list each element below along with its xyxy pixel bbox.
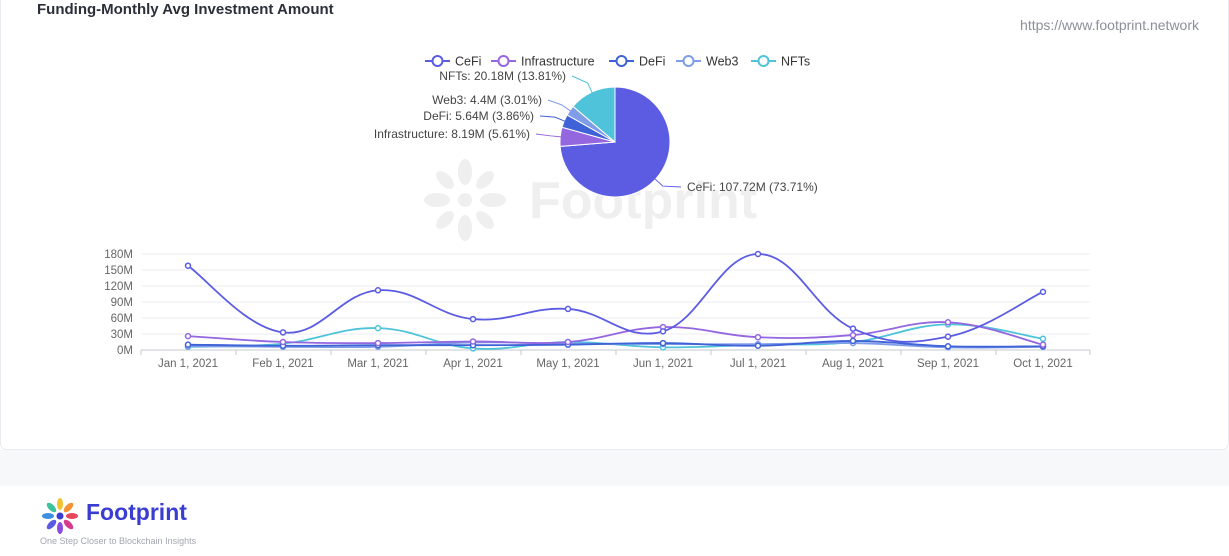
watermark: Footprint <box>424 159 757 241</box>
y-tick-label: 60M <box>111 313 133 325</box>
data-point[interactable] <box>469 315 477 323</box>
data-point[interactable] <box>469 338 477 345</box>
legend-marker <box>615 55 628 67</box>
data-point[interactable] <box>849 325 857 332</box>
x-tick-label: Aug 1, 2021 <box>822 358 884 370</box>
legend-marker <box>682 55 695 67</box>
data-point[interactable] <box>184 341 192 348</box>
legend-label: Infrastructure <box>521 55 595 69</box>
legend-item-infrastructure[interactable]: Infrastructure <box>491 55 595 69</box>
data-point[interactable] <box>184 262 192 269</box>
legend-item-defi[interactable]: DeFi <box>609 55 665 69</box>
pie-label-line <box>653 177 682 188</box>
x-tick-label: May 1, 2021 <box>536 358 599 370</box>
data-point[interactable] <box>659 339 667 347</box>
pie-label-line <box>547 99 572 113</box>
data-point[interactable] <box>279 329 287 336</box>
data-point[interactable] <box>1039 335 1047 343</box>
legend-label: Web3 <box>706 55 738 69</box>
data-point[interactable] <box>849 331 857 339</box>
x-tick-label: Feb 1, 2021 <box>252 358 313 370</box>
data-point[interactable] <box>564 305 572 313</box>
data-point[interactable] <box>849 337 857 345</box>
data-point[interactable] <box>944 319 952 326</box>
footer: Footprint One Step Closer to Blockchain … <box>0 486 1229 556</box>
pie-label-nfts: NFTs: 20.18M (13.81%) <box>439 69 566 83</box>
data-point[interactable] <box>944 333 952 340</box>
y-axis: 0M 30M 60M 90M 120M 150M 180M <box>104 249 133 357</box>
data-point[interactable] <box>754 342 762 349</box>
series-line-infrastructure[interactable] <box>187 321 1044 346</box>
legend-label: CeFi <box>455 55 481 69</box>
pie-label-web3: Web3: 4.4M (3.01%) <box>432 93 542 107</box>
data-point[interactable] <box>754 333 762 341</box>
footer-tagline: One Step Closer to Blockchain Insights <box>40 536 197 546</box>
pie-label-defi: DeFi: 5.64M (3.86%) <box>423 109 534 123</box>
data-point[interactable] <box>754 250 762 258</box>
pie-chart: CeFi: 107.72M (73.71%) Infrastructure: 8.… <box>374 69 818 198</box>
x-tick-label: Jul 1, 2021 <box>730 358 786 370</box>
x-tick-label: Apr 1, 2021 <box>443 358 502 370</box>
pie-label-line <box>571 75 594 95</box>
data-point[interactable] <box>564 338 572 346</box>
data-point[interactable] <box>1039 288 1047 296</box>
x-tick-label: Sep 1, 2021 <box>917 358 979 370</box>
data-point[interactable] <box>374 324 382 332</box>
pie-label-cefi: CeFi: 107.72M (73.71%) <box>687 180 818 194</box>
series-line-defi[interactable] <box>187 340 1044 348</box>
y-tick-label: 90M <box>111 297 133 309</box>
legend-label: NFTs <box>781 55 810 69</box>
legend-marker <box>431 55 444 67</box>
series-line-cefi[interactable] <box>187 253 1044 343</box>
chart-card: Funding-Monthly Avg Investment Amount ht… <box>0 0 1229 450</box>
chart-canvas: Footprint CeFi Infrastructure DeFi Web3 NFTs… <box>104 55 1091 370</box>
x-tick-label: Jan 1, 2021 <box>158 358 218 370</box>
chart-title: Funding-Monthly Avg Investment Amount <box>37 1 334 18</box>
data-point[interactable] <box>374 287 382 294</box>
data-point[interactable] <box>659 328 667 335</box>
footer-brand[interactable]: Footprint <box>86 499 187 525</box>
data-point[interactable] <box>1039 341 1047 348</box>
footprint-logo-icon[interactable] <box>40 496 80 536</box>
y-tick-label: 0M <box>117 345 133 357</box>
y-tick-label: 120M <box>104 281 133 293</box>
y-tick-label: 150M <box>104 265 133 277</box>
x-tick-label: Jun 1, 2021 <box>633 358 693 370</box>
section-divider <box>0 450 1229 486</box>
x-axis: Jan 1, 2021 Feb 1, 2021 Mar 1, 2021 Apr 1, … <box>140 350 1091 370</box>
x-tick-label: Oct 1, 2021 <box>1013 358 1072 370</box>
watermark-logo-icon <box>424 159 506 241</box>
pie-label-line <box>539 115 567 123</box>
legend-item-nfts[interactable]: NFTs <box>751 55 810 69</box>
legend-marker <box>497 55 510 67</box>
data-point[interactable] <box>944 343 952 350</box>
series-cefi <box>184 250 1047 343</box>
y-tick-label: 180M <box>104 249 133 261</box>
data-point[interactable] <box>279 338 287 346</box>
pie-label-line <box>535 133 563 138</box>
legend-item-cefi[interactable]: CeFi <box>425 55 481 69</box>
data-point[interactable] <box>184 332 192 340</box>
data-point[interactable] <box>374 339 382 347</box>
legend-marker <box>757 55 770 67</box>
legend-label: DeFi <box>639 55 665 69</box>
y-tick-label: 30M <box>111 329 133 341</box>
pie-label-infrastructure: Infrastructure: 8.19M (5.61%) <box>374 127 530 141</box>
legend-item-web3[interactable]: Web3 <box>676 55 738 69</box>
x-tick-label: Mar 1, 2021 <box>347 358 408 370</box>
line-chart <box>184 250 1047 352</box>
source-url[interactable]: https://www.footprint.network <box>1020 17 1199 33</box>
legend: CeFi Infrastructure DeFi Web3 NFTs <box>425 55 810 69</box>
